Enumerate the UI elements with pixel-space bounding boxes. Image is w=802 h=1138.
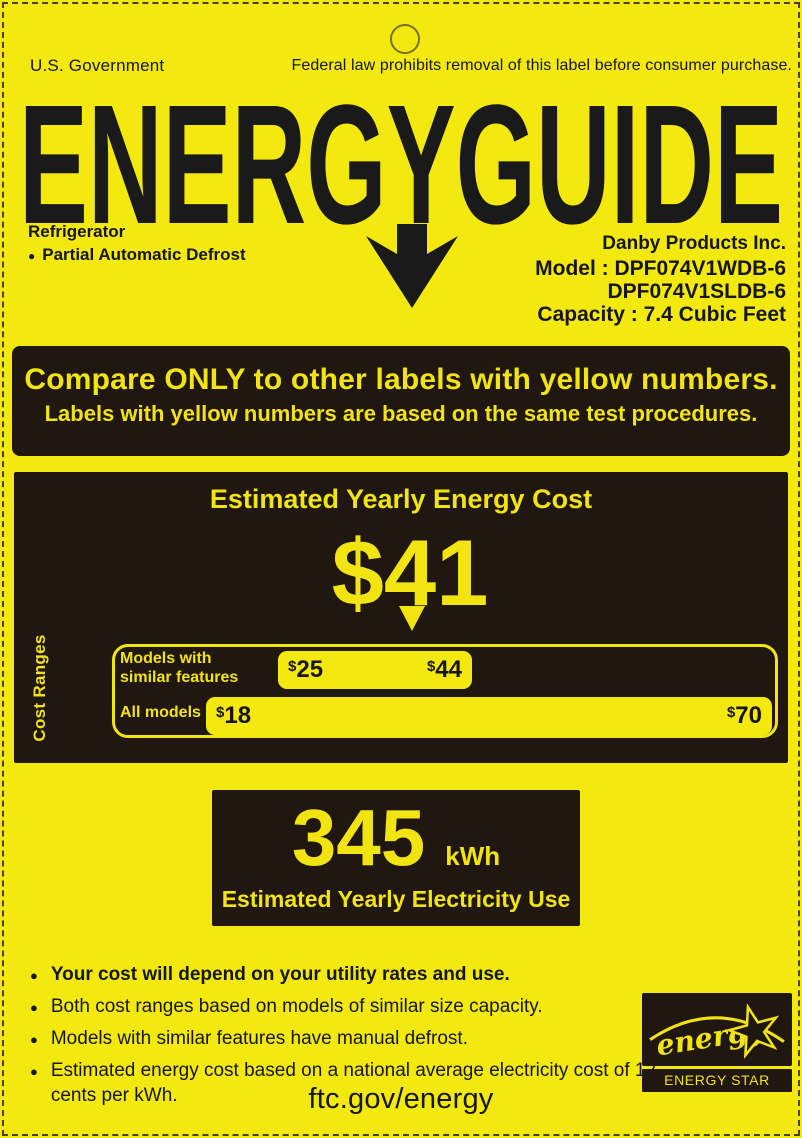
footnote-item: Models with similar features have manual… xyxy=(30,1026,675,1052)
yearly-cost-panel: Estimated Yearly Energy Cost $41 Cost Ra… xyxy=(14,472,788,763)
electricity-use-panel: 345 kWh Estimated Yearly Electricity Use xyxy=(212,790,580,926)
product-feature: Partial Automatic Defrost xyxy=(28,245,246,265)
bullet-icon xyxy=(30,1026,38,1052)
range-min-value: $18 xyxy=(216,702,252,729)
cost-ranges-outline xyxy=(112,644,778,738)
compare-banner-line1: Compare ONLY to other labels with yellow… xyxy=(24,363,778,396)
manufacturer-name: Danby Products Inc. xyxy=(602,233,786,254)
cost-range-bar-all-models: $18 $70 xyxy=(206,697,772,735)
hang-hole xyxy=(390,24,420,54)
capacity-text: Capacity : 7.4 Cubic Feet xyxy=(537,303,786,326)
bullet-icon xyxy=(30,994,38,1020)
bullet-icon xyxy=(30,962,38,988)
dollar-symbol: $ xyxy=(426,658,436,675)
energy-star-logo: energy ENERGY STAR xyxy=(642,993,792,1092)
footnote-item: Both cost ranges based on models of simi… xyxy=(30,994,675,1020)
cost-panel-title: Estimated Yearly Energy Cost xyxy=(209,484,593,514)
row-label-line1: All models xyxy=(120,704,201,721)
compare-banner-line2: Labels with yellow numbers are based on … xyxy=(44,401,758,426)
electricity-use-value-row: 345 kWh xyxy=(212,798,580,878)
dollar-symbol: $ xyxy=(288,658,297,675)
all-models-row-label: All models xyxy=(120,703,201,722)
energy-star-wordmark: ENERGY STAR xyxy=(642,1069,792,1092)
down-arrow-icon xyxy=(366,224,458,308)
footnotes-list: Your cost will depend on your utility ra… xyxy=(30,962,675,1114)
kwh-unit: kWh xyxy=(445,841,501,871)
electricity-use-caption: Estimated Yearly Electricity Use xyxy=(221,886,571,912)
footnote-text: Estimated energy cost based on a nationa… xyxy=(50,1060,657,1106)
energyguide-title: ENERGYGUIDE xyxy=(19,96,783,228)
cost-ranges-axis-label: Cost Ranges xyxy=(30,634,49,742)
row-label-line2: similar features xyxy=(120,669,239,686)
energy-star-emblem: energy xyxy=(642,993,792,1066)
product-type: Refrigerator xyxy=(28,222,126,241)
footnote-text: Models with similar features have manual… xyxy=(50,1028,468,1049)
energy-star-star-icon xyxy=(725,1003,780,1059)
pointer-triangle-icon xyxy=(399,606,425,631)
range-max-value: $70 xyxy=(726,702,762,729)
energy-star-arc-icon xyxy=(649,1016,785,1043)
dollar-symbol: $ xyxy=(726,704,736,721)
federal-law-text: Federal law prohibits removal of this la… xyxy=(291,57,792,74)
product-feature-text: Partial Automatic Defrost xyxy=(42,245,246,264)
model-number-line1: Model : DPF074V1WDB-6 xyxy=(535,257,786,280)
dollar-symbol: $ xyxy=(216,704,225,721)
row-label-line1: Models with xyxy=(120,650,212,667)
footnote-text: Your cost will depend on your utility ra… xyxy=(50,964,510,985)
kwh-value: 345 xyxy=(291,793,426,882)
compare-banner: Compare ONLY to other labels with yellow… xyxy=(12,346,790,456)
similar-models-row-label: Models with similar features xyxy=(120,649,238,687)
model-number-line2: DPF074V1SLDB-6 xyxy=(607,280,786,303)
range-max-value: $44 xyxy=(426,656,462,683)
cost-range-bar-similar-models: $25 $44 xyxy=(278,651,472,689)
footnote-text: Both cost ranges based on models of simi… xyxy=(50,996,543,1017)
footnote-item: Estimated energy cost based on a nationa… xyxy=(30,1058,675,1108)
bullet-icon xyxy=(28,245,35,265)
us-government-text: U.S. Government xyxy=(30,56,165,75)
range-min-value: $25 xyxy=(288,656,324,683)
energyguide-logo: ENERGYGUIDE xyxy=(19,96,783,228)
footnote-item: Your cost will depend on your utility ra… xyxy=(30,962,675,988)
ftc-url: ftc.gov/energy xyxy=(308,1083,494,1115)
